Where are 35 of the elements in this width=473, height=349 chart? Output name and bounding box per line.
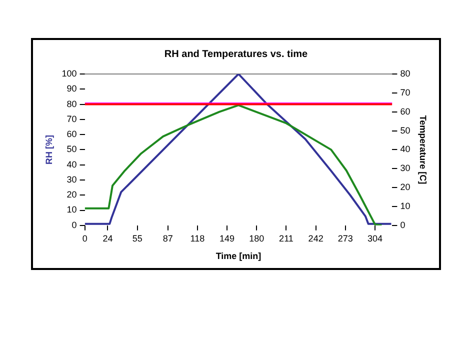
y-tick-label: 10 [66, 204, 77, 215]
y-tick-label: 30 [66, 174, 77, 184]
x-tick-label: 118 [190, 233, 205, 244]
y-tick-label: 20 [66, 190, 77, 200]
x-axis-title: Time [min] [216, 251, 262, 262]
y-tick-label: 40 [66, 159, 77, 170]
x-tick-label: 24 [102, 233, 113, 244]
y2-tick-label: 60 [400, 106, 410, 116]
x-tick-label: 211 [279, 233, 294, 244]
y-tick-label: 100 [62, 68, 77, 78]
y-tick-label: 0 [72, 220, 77, 230]
y-axis-title: RH [%] [44, 134, 54, 164]
x-tick-label: 87 [162, 233, 173, 244]
y2-tick-label: 0 [400, 220, 406, 230]
y-tick-label: 60 [66, 129, 77, 140]
y-tick-label: 50 [66, 144, 77, 154]
x-tick-label: 180 [249, 233, 264, 244]
y2-tick-label: 30 [400, 163, 410, 174]
y2-axis-title: Temperature [C] [418, 115, 428, 184]
y-tick-label: 70 [66, 114, 77, 124]
y-tick-label: 90 [66, 84, 77, 94]
y2-tick-label: 70 [400, 87, 410, 98]
x-tick-label: 55 [132, 233, 142, 244]
x-tick-label: 304 [367, 233, 383, 244]
y2-tick-label: 20 [400, 182, 410, 192]
x-tick-label: 242 [308, 233, 324, 244]
x-tick-label: 273 [338, 233, 353, 244]
y2-tick-label: 80 [400, 68, 410, 78]
y2-tick-label: 10 [400, 200, 410, 211]
x-tick-label: 149 [220, 233, 235, 244]
y2-tick-label: 50 [400, 125, 410, 136]
x-tick-label: 0 [82, 233, 88, 244]
y-tick-label: 80 [66, 98, 77, 109]
chart-title: RH and Temperatures vs. time [164, 48, 308, 60]
y2-tick-label: 40 [400, 144, 410, 154]
